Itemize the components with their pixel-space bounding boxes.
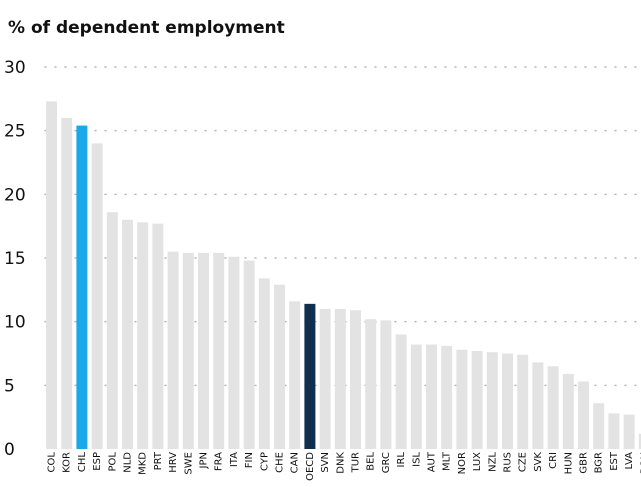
x-tick-label: CAN	[290, 452, 301, 473]
bar-esp	[91, 143, 103, 449]
bar-svk	[532, 362, 544, 449]
bar-cyp	[258, 278, 270, 449]
x-tick-label: FIN	[244, 452, 255, 468]
x-tick-label: ESP	[92, 452, 103, 471]
bar-che	[274, 284, 285, 449]
x-tick-label: GRC	[381, 452, 392, 473]
x-tick-label: CRI	[548, 452, 559, 469]
x-tick-label: SVN	[320, 452, 331, 473]
x-tick-label: IRL	[396, 452, 407, 468]
y-tick-label: 5	[4, 376, 15, 396]
bar-est	[608, 413, 620, 449]
bar-tur	[350, 310, 361, 449]
y-tick-label: 20	[4, 185, 26, 205]
x-tick-label: EST	[609, 451, 620, 471]
bar-can	[289, 301, 301, 449]
y-tick-label: 0	[4, 440, 15, 460]
x-tick-label: GBR	[579, 452, 590, 474]
x-tick-label: SVK	[533, 452, 544, 472]
x-tick-label: CHE	[275, 452, 286, 473]
bar-oecd	[304, 303, 316, 449]
bar-dnk	[334, 308, 346, 449]
y-tick-label: 30	[4, 58, 26, 78]
x-tick-label: MKD	[138, 452, 149, 475]
bar-lva	[623, 414, 635, 449]
x-tick-label: NOR	[457, 452, 468, 474]
chart-title: % of dependent employment	[8, 18, 285, 38]
x-tick-label: HUN	[563, 452, 574, 474]
x-tick-label: BEL	[366, 452, 377, 471]
bar-pol	[106, 212, 118, 449]
x-tick-label: NLD	[123, 452, 134, 473]
x-tick-label: CZE	[518, 452, 529, 472]
bar-svn	[319, 308, 331, 449]
bar-prt	[152, 223, 164, 449]
bar-cri	[547, 366, 559, 449]
x-tick-label: SWE	[183, 452, 194, 475]
bar-col	[46, 101, 57, 449]
x-tick-label: ITA	[229, 452, 240, 467]
x-tick-label: JPN	[199, 452, 210, 469]
x-tick-label: HRV	[168, 452, 179, 473]
bar-nor	[456, 349, 468, 449]
x-tick-label: NZL	[487, 452, 498, 472]
x-tick-label: OECD	[305, 452, 316, 481]
bar-cze	[517, 354, 529, 449]
x-tick-label: AUT	[427, 451, 438, 472]
x-tick-label: COL	[47, 452, 58, 473]
bar-gbr	[578, 381, 589, 449]
x-tick-label: ROU	[639, 452, 641, 474]
bar-rou	[638, 433, 641, 449]
x-tick-label: FRA	[214, 452, 225, 471]
y-tick-label: 25	[4, 122, 26, 142]
bar-bel	[365, 319, 377, 449]
x-tick-label: KOR	[62, 452, 73, 473]
bar-irl	[395, 334, 407, 449]
bar-ita	[228, 256, 240, 449]
x-tick-label: CHL	[77, 452, 88, 473]
bar-isl	[410, 344, 422, 449]
bar-hun	[562, 373, 574, 449]
bar-grc	[380, 320, 392, 449]
y-tick-label: 10	[4, 313, 26, 333]
x-tick-label: CYP	[259, 452, 270, 471]
bar-fin	[243, 260, 255, 449]
bar-mkd	[137, 222, 149, 449]
bar-bgr	[593, 403, 605, 449]
bar-nld	[122, 219, 133, 449]
bar-hrv	[167, 251, 179, 449]
x-tick-label: DNK	[335, 452, 346, 474]
bar-chl	[76, 125, 88, 449]
x-tick-label: PRT	[153, 451, 164, 470]
y-axis-ticks: 0 5 10 15 20 25 30	[4, 58, 26, 460]
bar-mlt	[441, 345, 453, 449]
bar-rus	[502, 353, 513, 449]
bar-fra	[213, 252, 225, 449]
bar-swe	[182, 252, 194, 449]
bars	[46, 101, 641, 449]
x-tick-label: ISL	[411, 452, 422, 467]
bar-aut	[426, 344, 437, 449]
x-tick-label: POL	[107, 452, 118, 472]
x-tick-label: MLT	[442, 451, 453, 471]
bar-kor	[61, 117, 73, 449]
y-tick-label: 15	[4, 249, 26, 269]
bar-nzl	[486, 352, 498, 449]
x-tick-label: BGR	[594, 452, 605, 473]
x-axis-ticks: COL KOR CHL ESP POL NLD MKD PRT HRV SWE JPN FRA ITA F…	[47, 451, 641, 481]
x-tick-label: TUR	[351, 452, 362, 473]
bar-lux	[471, 350, 483, 449]
x-tick-label: RUS	[503, 452, 514, 473]
x-tick-label: LUX	[472, 452, 483, 471]
x-tick-label: LVA	[624, 452, 635, 470]
bar-jpn	[198, 252, 209, 449]
